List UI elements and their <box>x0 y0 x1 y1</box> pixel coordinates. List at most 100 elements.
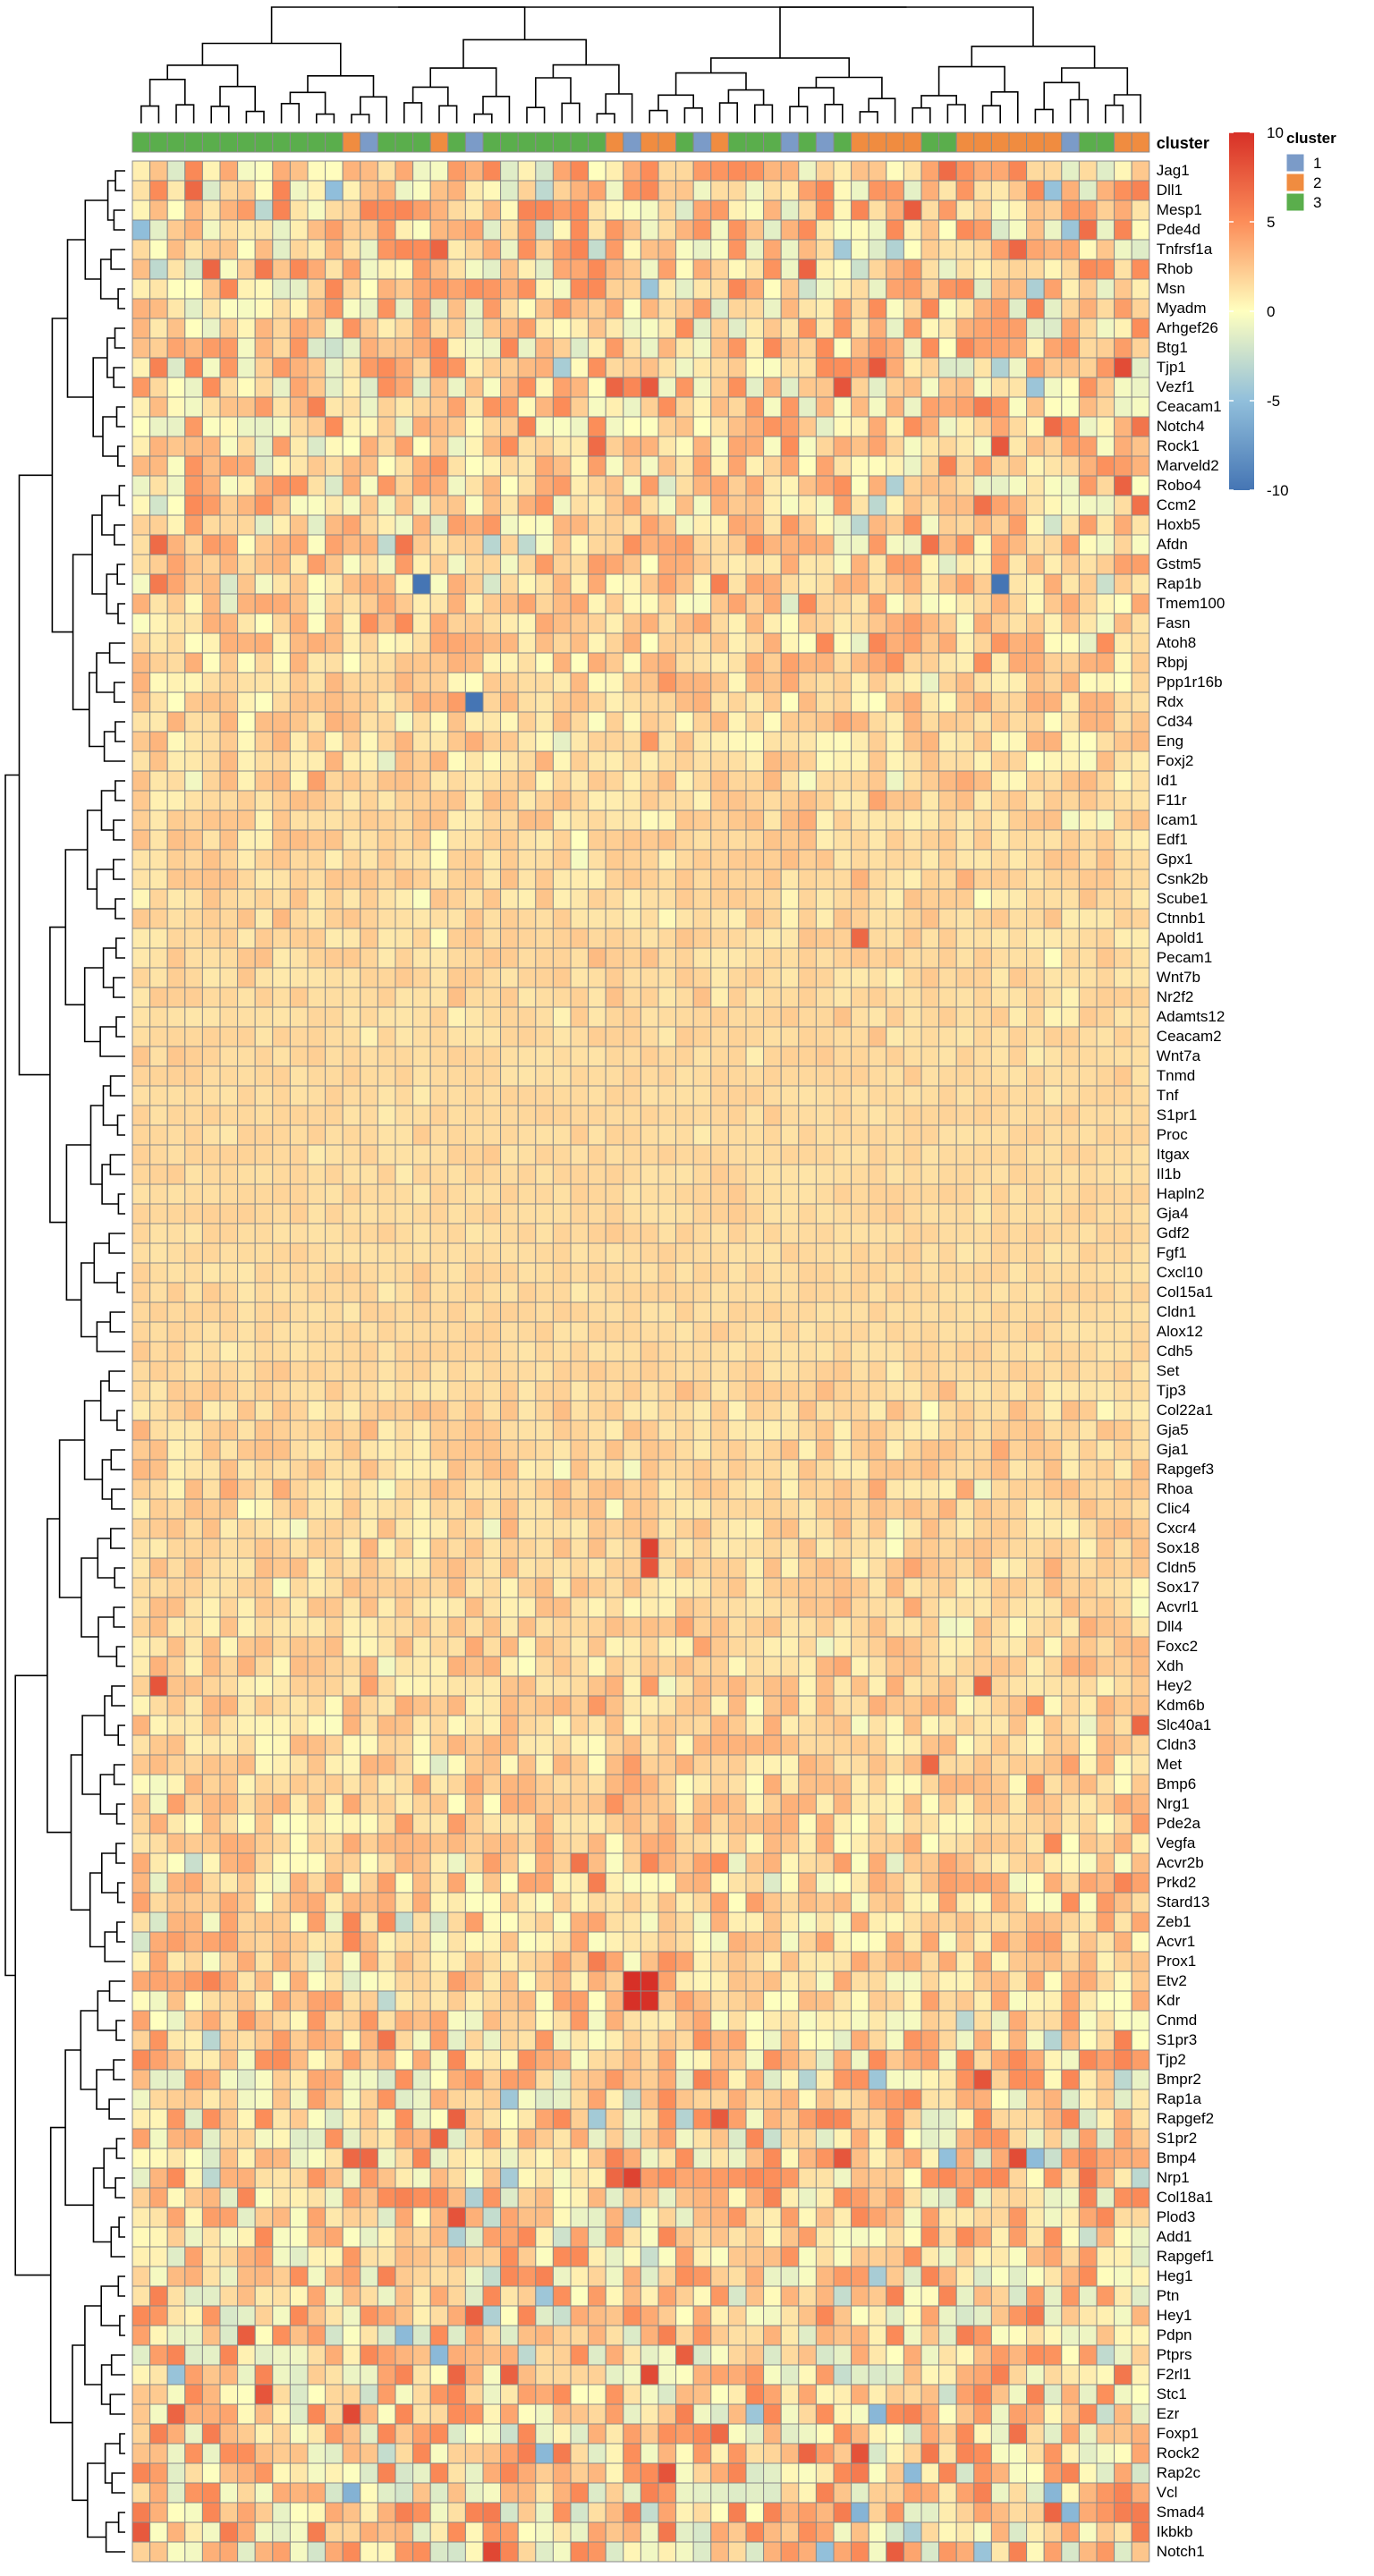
heatmap-cell <box>447 573 466 595</box>
heatmap-cell <box>412 573 431 595</box>
heatmap-cell <box>955 1419 975 1441</box>
heatmap-cell <box>184 1695 203 1716</box>
cluster-annotation-cell <box>447 131 466 153</box>
heatmap-cell <box>692 1301 712 1323</box>
heatmap-cell <box>745 1695 765 1716</box>
heatmap-cell <box>903 318 922 339</box>
heatmap-cell <box>500 219 519 241</box>
heatmap-cell <box>325 750 344 772</box>
heatmap-cell <box>552 1400 572 1421</box>
heatmap-cell <box>1008 1636 1028 1657</box>
heatmap-cell <box>1131 455 1150 477</box>
cluster-annotation-cell <box>201 131 221 153</box>
heatmap-cell <box>938 1459 957 1480</box>
heatmap-cell <box>1043 1538 1063 1559</box>
heatmap-cell <box>990 1538 1010 1559</box>
heatmap-cell <box>184 613 203 634</box>
heatmap-cell <box>798 1360 817 1382</box>
heatmap-cell <box>886 1498 904 1520</box>
heatmap-cell <box>237 1026 256 1047</box>
heatmap-cell <box>272 1341 291 1362</box>
heatmap-cell <box>447 1321 466 1343</box>
heatmap-cell <box>1078 1479 1098 1500</box>
heatmap-cell <box>447 1065 466 1087</box>
heatmap-cell <box>1026 495 1045 516</box>
heatmap-cell <box>710 1105 729 1126</box>
heatmap-cell <box>1061 869 1080 890</box>
heatmap-cell <box>605 180 624 201</box>
heatmap-cell <box>868 1419 887 1441</box>
heatmap-cell <box>990 1006 1010 1028</box>
heatmap-cell <box>1114 691 1132 713</box>
heatmap-cell <box>1043 1203 1063 1224</box>
dendrogram-branch <box>116 1921 125 1943</box>
heatmap-cell <box>745 554 765 575</box>
heatmap-cell <box>1043 416 1063 437</box>
heatmap-cell <box>201 1616 221 1638</box>
heatmap-cell <box>1026 632 1045 654</box>
heatmap-cell <box>166 1301 186 1323</box>
heatmap-cell <box>605 1439 624 1461</box>
heatmap-cell <box>342 534 361 555</box>
heatmap-cell <box>623 377 641 398</box>
heatmap-cell <box>815 1538 835 1559</box>
heatmap-cell <box>1131 1164 1150 1185</box>
heatmap-cell <box>1008 711 1028 733</box>
heatmap-cell <box>973 1597 992 1618</box>
heatmap-cell <box>289 416 309 437</box>
heatmap-cell <box>1061 1183 1080 1205</box>
heatmap-cell <box>851 573 869 595</box>
heatmap-cell <box>833 1754 852 1775</box>
heatmap-cell <box>552 613 572 634</box>
heatmap-cell <box>131 947 151 969</box>
heatmap-cell <box>131 1774 151 1795</box>
heatmap-cell <box>237 750 256 772</box>
heatmap-cell <box>166 790 186 811</box>
heatmap-cell <box>131 1419 151 1441</box>
dendrogram-branch <box>116 564 125 585</box>
heatmap-cell <box>166 632 186 654</box>
heatmap-cell <box>201 1006 221 1028</box>
heatmap-cell <box>1026 278 1045 300</box>
heatmap-cell <box>394 1124 414 1146</box>
heatmap-cell <box>1061 672 1080 693</box>
heatmap-cell <box>763 613 782 634</box>
heatmap-cell <box>237 495 256 516</box>
heatmap-cell <box>692 573 712 595</box>
heatmap-cell <box>815 1734 835 1756</box>
heatmap-cell <box>903 1105 922 1126</box>
heatmap-cell <box>1096 987 1115 1008</box>
heatmap-cell <box>920 1695 940 1716</box>
heatmap-cell <box>886 475 904 496</box>
heatmap-cell <box>377 613 396 634</box>
heatmap-cell <box>1114 652 1132 674</box>
heatmap-cell <box>149 1301 168 1323</box>
heatmap-cell <box>184 593 203 614</box>
heatmap-cell <box>535 1105 554 1126</box>
heatmap-cell <box>219 809 239 831</box>
heatmap-cell <box>184 711 203 733</box>
heatmap-cell <box>1131 199 1150 221</box>
heatmap-cell <box>570 731 589 752</box>
heatmap-cell <box>815 613 835 634</box>
heatmap-cell <box>1008 613 1028 634</box>
heatmap-cell <box>780 987 800 1008</box>
heatmap-cell <box>903 908 922 929</box>
heatmap-cell <box>289 809 309 831</box>
heatmap-cell <box>955 1341 975 1362</box>
heatmap-cell <box>184 632 203 654</box>
heatmap-cell <box>1026 613 1045 634</box>
heatmap-cell <box>184 672 203 693</box>
heatmap-cell <box>394 1538 414 1559</box>
heatmap-cell <box>166 180 186 201</box>
heatmap-cell <box>727 475 747 496</box>
heatmap-cell <box>254 1577 274 1598</box>
heatmap-cell <box>588 770 606 792</box>
heatmap-cell <box>131 436 151 457</box>
heatmap-cell <box>447 1183 466 1205</box>
heatmap-cell <box>535 809 554 831</box>
heatmap-cell <box>325 219 344 241</box>
heatmap-cell <box>675 672 694 693</box>
heatmap-cell <box>482 731 502 752</box>
heatmap-cell <box>464 1419 484 1441</box>
